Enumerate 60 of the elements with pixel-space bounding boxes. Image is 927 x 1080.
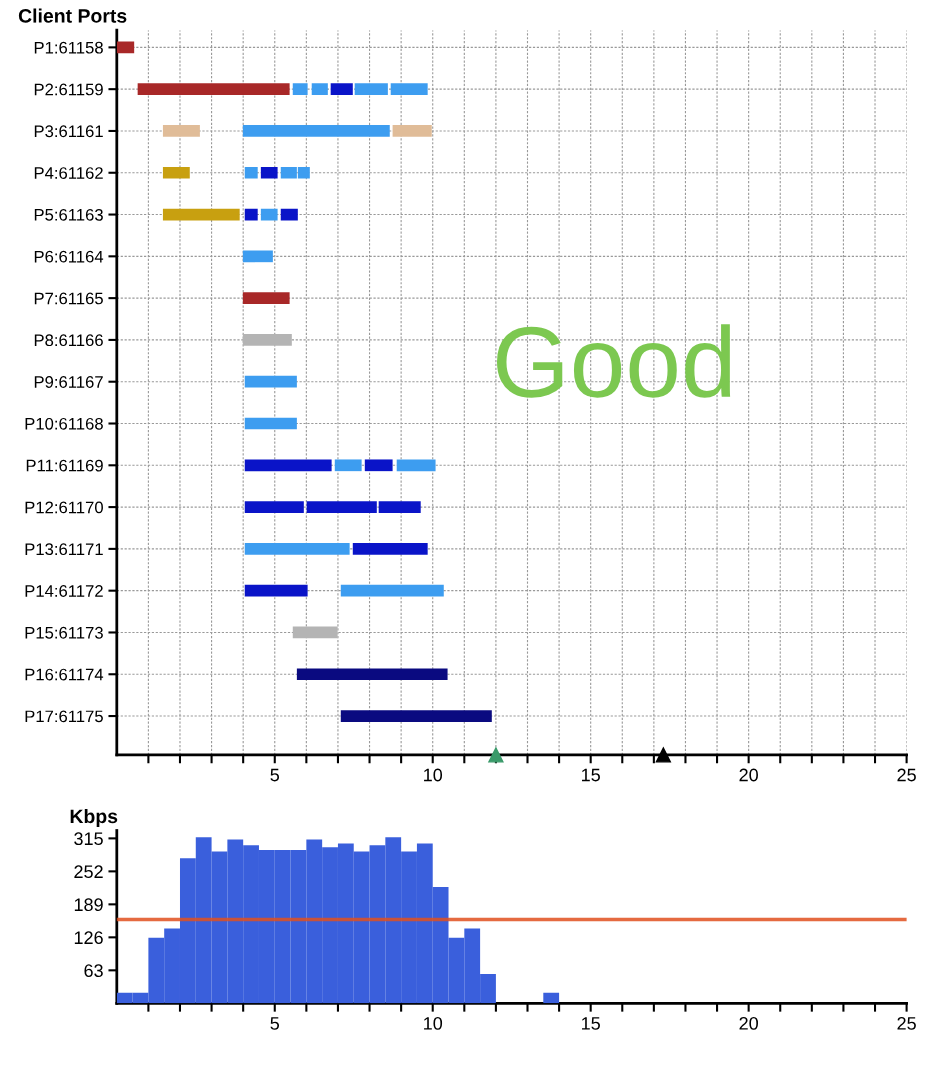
y-tick-label: 63 xyxy=(84,964,103,978)
y-tick-label: 189 xyxy=(74,898,103,912)
y-tick-label: P9:61167 xyxy=(34,376,103,388)
y-tick-label: P11:61169 xyxy=(26,459,103,472)
bar xyxy=(392,125,432,137)
x-tick-label: 25 xyxy=(897,1016,916,1030)
y-tick-label: P7:61165 xyxy=(34,292,103,305)
chart-title: Client Ports xyxy=(18,8,127,23)
bar xyxy=(244,417,297,430)
x-tick-label: 5 xyxy=(270,768,280,782)
y-tick-label: P1:61158 xyxy=(34,41,103,54)
x-tick-label: 20 xyxy=(739,768,758,782)
x-tick-label: 20 xyxy=(739,1016,758,1030)
bar xyxy=(116,41,135,54)
x-tick-label: 5 xyxy=(270,1017,280,1030)
x-tick-label: 15 xyxy=(582,768,600,782)
x-tick-label: 10 xyxy=(424,768,443,782)
bar xyxy=(340,710,492,722)
y-tick-label: P14:61172 xyxy=(25,585,103,597)
bar xyxy=(340,584,444,597)
bar xyxy=(162,125,200,137)
y-tick-label: P6:61164 xyxy=(34,250,104,263)
bar xyxy=(162,208,240,221)
bar xyxy=(292,83,308,96)
y-tick-label: P8:61166 xyxy=(34,334,103,347)
bar xyxy=(242,125,390,137)
x-tick-label: 25 xyxy=(897,768,916,782)
bar xyxy=(242,292,290,304)
y-tick-label: P13:61171 xyxy=(25,543,103,556)
y-axis-title: Kbps xyxy=(70,808,118,828)
y-tick-label: P4:61162 xyxy=(34,167,103,179)
bar xyxy=(292,626,338,639)
x-tick-label: 15 xyxy=(582,1017,600,1030)
y-tick-label: P17:61175 xyxy=(25,710,103,723)
bar xyxy=(162,166,190,179)
bar xyxy=(244,375,297,388)
y-tick-label: P16:61174 xyxy=(25,668,104,681)
bar xyxy=(378,501,421,513)
y-tick-label: P12:61170 xyxy=(25,501,103,514)
y-tick-label: P10:61168 xyxy=(25,417,103,430)
y-tick-label: P5:61163 xyxy=(34,208,103,221)
y-tick-label: P15:61173 xyxy=(25,626,103,639)
y-tick-label: 315 xyxy=(74,832,103,846)
y-tick-label: 126 xyxy=(74,931,103,945)
bar xyxy=(137,83,290,96)
bar xyxy=(244,166,258,179)
y-tick-label: P2:61159 xyxy=(34,83,103,96)
bar xyxy=(334,459,362,472)
bar xyxy=(260,166,278,179)
x-tick-label: 10 xyxy=(424,1016,443,1030)
bar xyxy=(244,543,350,555)
bar xyxy=(354,83,388,96)
bar xyxy=(364,459,393,472)
bar xyxy=(296,668,448,681)
annotation: Good xyxy=(496,324,731,398)
y-tick-label: P3:61161 xyxy=(34,125,103,138)
bar xyxy=(390,83,428,96)
bar xyxy=(242,250,273,263)
bar xyxy=(242,334,292,346)
y-tick-label: 252 xyxy=(74,865,103,879)
